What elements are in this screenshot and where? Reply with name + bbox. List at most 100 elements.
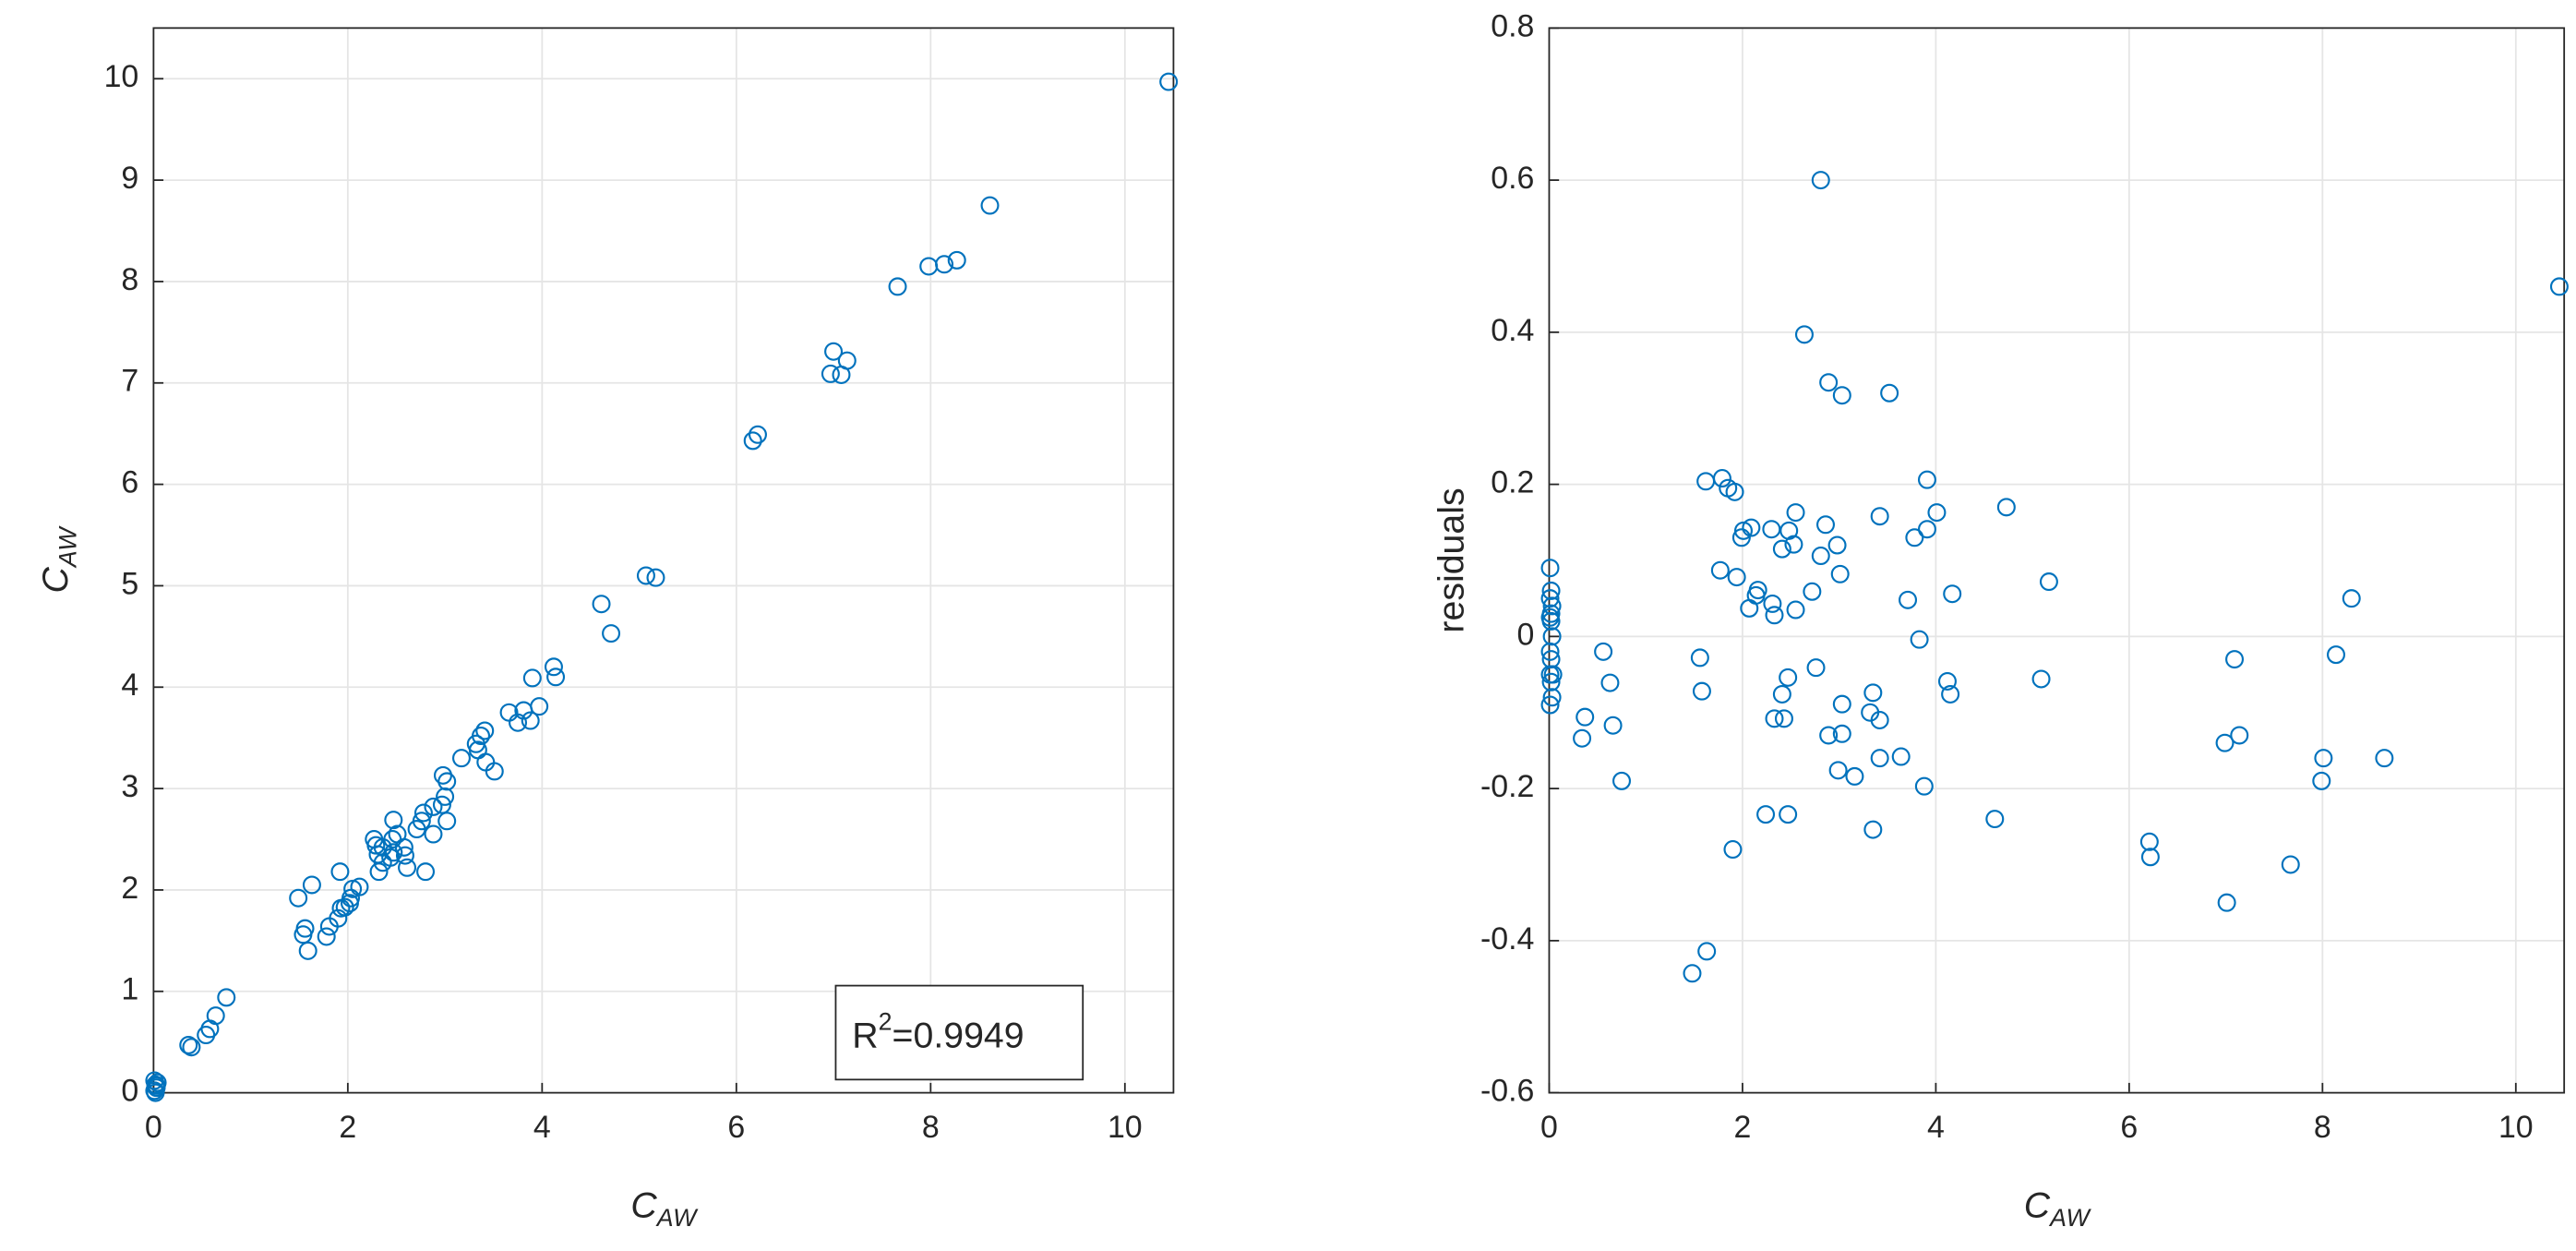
marker (2549, 277, 2569, 296)
marker (514, 701, 533, 720)
marker (1832, 386, 1851, 405)
x-tick-label: 6 (2120, 1110, 2138, 1145)
marker (592, 595, 611, 614)
marker (424, 824, 443, 844)
marker (888, 277, 907, 296)
marker (182, 1038, 201, 1057)
y-tick-label: 10 (104, 59, 139, 94)
marker (1830, 564, 1850, 583)
marker (636, 566, 655, 585)
marker (147, 1076, 166, 1095)
marker (1803, 582, 1822, 601)
marker (1863, 683, 1883, 703)
marker (2139, 832, 2159, 851)
label-sub: AW (54, 525, 81, 569)
marker (1696, 472, 1716, 491)
marker (1786, 600, 1805, 619)
marker (821, 364, 840, 383)
label-base: C (2024, 1185, 2051, 1226)
marker (1779, 521, 1799, 540)
axes-box (1548, 27, 2566, 1094)
x-tick-label: 0 (145, 1110, 162, 1145)
marker (1941, 684, 1960, 704)
marker (1779, 805, 1798, 824)
marker (2342, 589, 2361, 608)
marker (1727, 568, 1746, 587)
axis-label: CAW (630, 1185, 699, 1232)
marker (1740, 598, 1759, 618)
marker (437, 772, 457, 791)
marker (824, 342, 844, 361)
marker (197, 1026, 216, 1045)
marker (2327, 645, 2345, 665)
axis-label: residuals (1431, 487, 1471, 632)
y-tick-label: -0.4 (1480, 921, 1534, 956)
y-tick-label: 0 (121, 1074, 138, 1109)
marker (521, 711, 540, 730)
marker (331, 898, 351, 918)
marker (602, 624, 621, 644)
marker (413, 803, 433, 823)
marker (1683, 964, 1702, 983)
marker (1540, 665, 1560, 684)
marker (369, 862, 389, 882)
marker (1816, 515, 1835, 535)
x-tick-label: 0 (1540, 1110, 1558, 1145)
marker (1870, 507, 1889, 526)
marker (1540, 695, 1560, 715)
marker (2225, 650, 2245, 669)
marker (748, 425, 767, 444)
marker (2039, 572, 2058, 592)
marker (1573, 728, 1592, 748)
marker (437, 812, 457, 831)
marker (546, 668, 566, 687)
marker (2230, 726, 2249, 745)
marker (1870, 749, 1889, 768)
marker (433, 765, 452, 785)
x-tick-label: 6 (727, 1110, 745, 1145)
marker (1774, 709, 1793, 728)
marker (217, 988, 236, 1007)
marker (947, 250, 966, 270)
marker (1832, 694, 1851, 714)
marker (1719, 478, 1738, 498)
x-tick-label: 4 (1927, 1110, 1945, 1145)
marker (398, 858, 417, 877)
marker (1943, 584, 1962, 604)
annotation-box (834, 984, 1084, 1081)
y-tick-label: 9 (121, 161, 138, 196)
marker (1772, 539, 1791, 559)
annotation-sup: 2 (879, 1008, 893, 1036)
marker (1914, 776, 1934, 796)
marker (1690, 648, 1709, 668)
marker (2312, 771, 2331, 790)
marker (1819, 726, 1839, 745)
marker (289, 888, 308, 908)
marker (1541, 650, 1561, 669)
marker (1917, 470, 1936, 489)
marker (407, 820, 426, 839)
annotation-rest: =0.9949 (893, 1016, 1024, 1056)
annotation-base: R (852, 1016, 878, 1056)
marker (1159, 72, 1179, 91)
marker (1765, 709, 1784, 728)
y-tick-label: 8 (121, 262, 138, 297)
marker (395, 846, 414, 865)
y-tick-label: 5 (121, 566, 138, 601)
marker (1827, 535, 1847, 555)
marker (1811, 171, 1830, 190)
marker (146, 1083, 165, 1102)
marker (1541, 672, 1561, 692)
marker (384, 811, 403, 830)
marker (1891, 747, 1911, 766)
y-tick-label: 0.4 (1491, 313, 1534, 348)
marker (1917, 520, 1936, 539)
y-tick-label: 0.8 (1491, 8, 1534, 43)
y-tick-label: -0.6 (1480, 1074, 1534, 1109)
marker (1600, 673, 1620, 692)
marker (432, 795, 451, 814)
marker (509, 713, 528, 732)
marker (1576, 707, 1595, 727)
